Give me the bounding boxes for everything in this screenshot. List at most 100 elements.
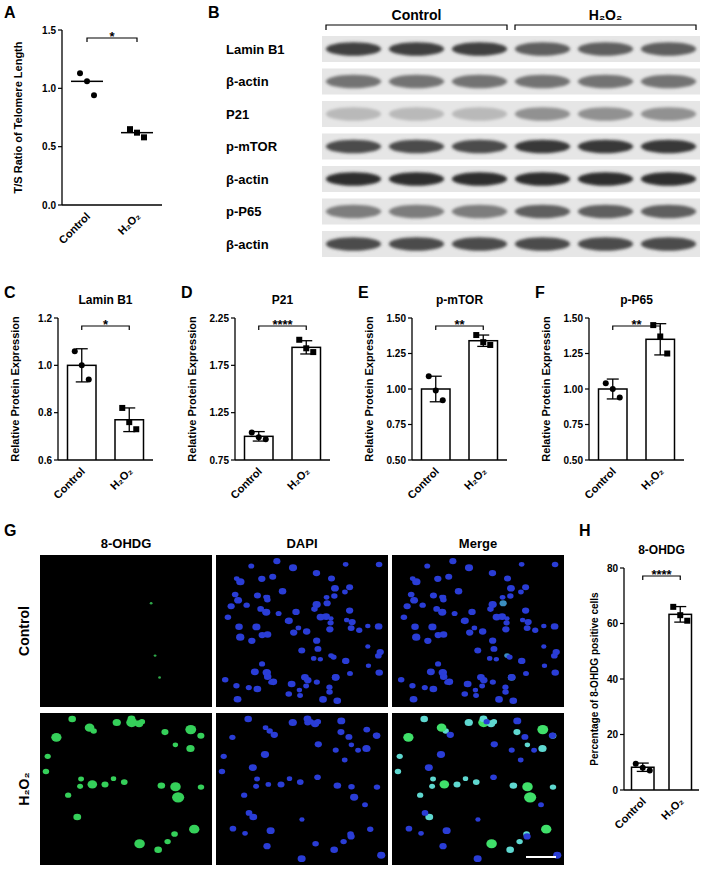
band bbox=[452, 107, 507, 121]
panel-d: DP21Relative Protein Expression0.751.251… bbox=[181, 284, 330, 501]
marks bbox=[71, 70, 153, 140]
row-label: β-actin bbox=[226, 172, 269, 187]
nucleus bbox=[350, 794, 358, 801]
nucleus bbox=[313, 601, 321, 608]
nucleus bbox=[267, 827, 275, 834]
nucleus bbox=[241, 792, 247, 797]
nucleus bbox=[333, 748, 339, 753]
nucleus bbox=[297, 693, 303, 698]
panel-c: CLamin B1Relative Protein Expression0.60… bbox=[4, 284, 153, 501]
y-tick-label: 0.6 bbox=[38, 455, 52, 466]
nucleus bbox=[373, 733, 380, 739]
nucleus bbox=[374, 784, 380, 789]
nucleus bbox=[443, 827, 451, 834]
nucleus bbox=[243, 602, 249, 607]
group-label: H₂O₂ bbox=[589, 7, 622, 23]
y-tick-label: 0.5 bbox=[42, 141, 56, 152]
nucleus bbox=[523, 833, 530, 839]
point bbox=[657, 333, 663, 339]
nucleus bbox=[78, 776, 84, 781]
y-tick-label: 20 bbox=[607, 729, 619, 740]
y-tick-label: 0.75 bbox=[564, 419, 584, 430]
y-tick-label: 0.8 bbox=[38, 407, 52, 418]
nucleus bbox=[343, 562, 349, 567]
significance: ** bbox=[454, 317, 465, 332]
nucleus bbox=[473, 688, 478, 693]
y-tick-label: 40 bbox=[607, 674, 619, 685]
nucleus bbox=[324, 600, 331, 606]
band bbox=[515, 42, 570, 56]
nucleus bbox=[347, 671, 353, 676]
nucleus bbox=[242, 831, 248, 836]
bar bbox=[669, 614, 692, 790]
nucleus bbox=[230, 826, 237, 832]
nucleus bbox=[154, 654, 157, 656]
nucleus bbox=[276, 611, 282, 616]
nucleus bbox=[486, 839, 497, 848]
nucleus bbox=[484, 719, 490, 724]
point bbox=[650, 322, 656, 328]
nucleus bbox=[474, 855, 482, 862]
nucleus bbox=[437, 724, 447, 732]
band bbox=[578, 237, 633, 251]
nucleus bbox=[465, 719, 473, 726]
nucleus bbox=[347, 833, 354, 839]
nucleus bbox=[461, 691, 468, 697]
nucleus bbox=[522, 782, 532, 791]
nucleus bbox=[348, 619, 355, 625]
band bbox=[452, 140, 507, 154]
nucleus bbox=[158, 782, 166, 788]
row-label: H₂O₂ bbox=[16, 772, 32, 805]
band bbox=[641, 42, 696, 56]
nucleus bbox=[349, 743, 354, 748]
nucleus bbox=[263, 595, 268, 600]
nucleus bbox=[365, 644, 370, 648]
nucleus bbox=[170, 782, 180, 791]
blot-strip bbox=[322, 69, 700, 95]
nucleus bbox=[495, 696, 503, 703]
nucleus bbox=[494, 657, 499, 661]
nucleus bbox=[324, 595, 330, 600]
nucleus bbox=[412, 634, 420, 641]
band bbox=[578, 75, 633, 89]
nucleus bbox=[375, 669, 383, 675]
band bbox=[389, 42, 444, 56]
micrograph bbox=[392, 555, 564, 707]
nucleus bbox=[425, 764, 433, 771]
nucleus bbox=[340, 839, 346, 844]
panel-b: BControlH₂O₂Lamin B1β-actinP21p-mTORβ-ac… bbox=[208, 4, 700, 257]
row-label: p-P65 bbox=[226, 204, 261, 219]
nucleus bbox=[299, 817, 304, 821]
nucleus bbox=[219, 769, 225, 774]
nucleus bbox=[290, 629, 297, 635]
point bbox=[84, 78, 90, 84]
nucleus bbox=[424, 563, 430, 568]
nucleus bbox=[314, 679, 320, 684]
nucleus bbox=[440, 780, 450, 788]
bar bbox=[469, 341, 498, 460]
error-cap bbox=[607, 378, 619, 379]
nucleus bbox=[477, 674, 485, 681]
nucleus bbox=[252, 623, 260, 630]
nuclei bbox=[43, 715, 205, 853]
y-tick bbox=[54, 365, 58, 366]
nucleus bbox=[524, 619, 531, 625]
bar bbox=[292, 347, 321, 460]
nucleus bbox=[258, 576, 265, 582]
nucleus bbox=[331, 593, 337, 598]
nucleus bbox=[550, 784, 556, 789]
nucleus bbox=[509, 697, 517, 704]
nucleus bbox=[518, 758, 524, 763]
nuclei bbox=[150, 602, 161, 679]
nucleus bbox=[475, 817, 480, 821]
point bbox=[296, 337, 302, 343]
nucleus bbox=[314, 646, 321, 652]
band bbox=[452, 205, 507, 219]
nucleus bbox=[134, 839, 145, 848]
nucleus bbox=[263, 725, 269, 730]
y-tick bbox=[585, 424, 589, 425]
y-tick-label: 1.50 bbox=[564, 313, 584, 324]
marks bbox=[632, 604, 692, 790]
significance: ** bbox=[631, 317, 642, 332]
nucleus bbox=[489, 601, 497, 608]
